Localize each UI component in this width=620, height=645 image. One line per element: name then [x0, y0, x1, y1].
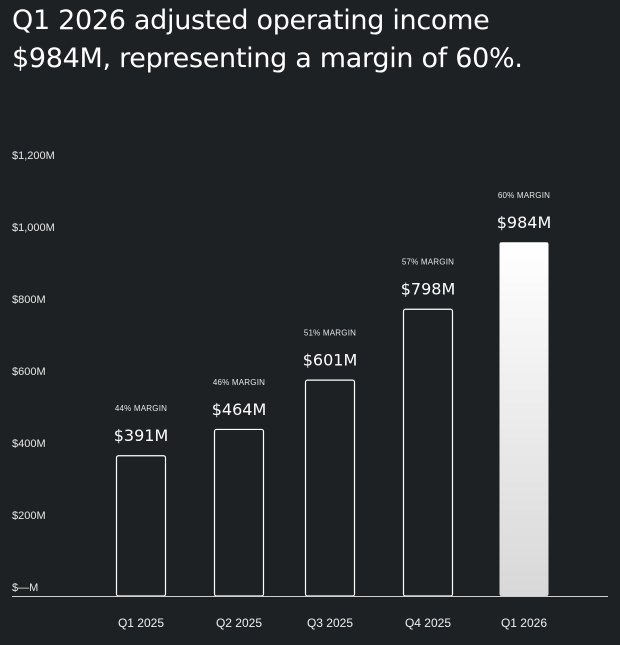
- bar: [402, 308, 454, 597]
- bar-value-label: $798M: [401, 280, 456, 299]
- title-line-1: Q1 2026 adjusted operating income: [12, 5, 490, 36]
- bar: [304, 379, 356, 597]
- bar-value-label: $601M: [303, 351, 358, 370]
- title-line-2: $984M, representing a margin of 60%.: [12, 43, 523, 74]
- x-category-label: Q1 2025: [118, 616, 164, 630]
- bar-margin-label: 60% MARGIN: [498, 191, 550, 200]
- y-tick-label: $200M: [12, 510, 46, 522]
- y-tick-label: $400M: [12, 438, 46, 450]
- page-title: Q1 2026 adjusted operating income $984M,…: [12, 2, 612, 78]
- bar-margin-label: 57% MARGIN: [402, 258, 454, 267]
- x-category-label: Q3 2025: [307, 616, 353, 630]
- bar-margin-label: 51% MARGIN: [304, 329, 356, 338]
- highlight-bar: [499, 242, 549, 596]
- bar-margin-label: 44% MARGIN: [115, 404, 167, 413]
- bar-margin-label: 46% MARGIN: [213, 378, 265, 387]
- y-tick-label: $—M: [12, 582, 38, 594]
- x-category-label: Q2 2025: [216, 616, 262, 630]
- y-tick-label: $800M: [12, 294, 46, 306]
- x-category-label: Q1 2026: [501, 616, 547, 630]
- bar: [213, 428, 265, 597]
- y-tick-label: $600M: [12, 366, 46, 378]
- y-tick-label: $1,200M: [12, 150, 55, 162]
- bar-value-label: $391M: [114, 426, 169, 445]
- bar-value-label: $464M: [212, 400, 267, 419]
- bar-value-label: $984M: [497, 213, 552, 232]
- y-tick-label: $1,000M: [12, 222, 55, 234]
- x-category-label: Q4 2025: [405, 616, 451, 630]
- bar: [115, 455, 167, 597]
